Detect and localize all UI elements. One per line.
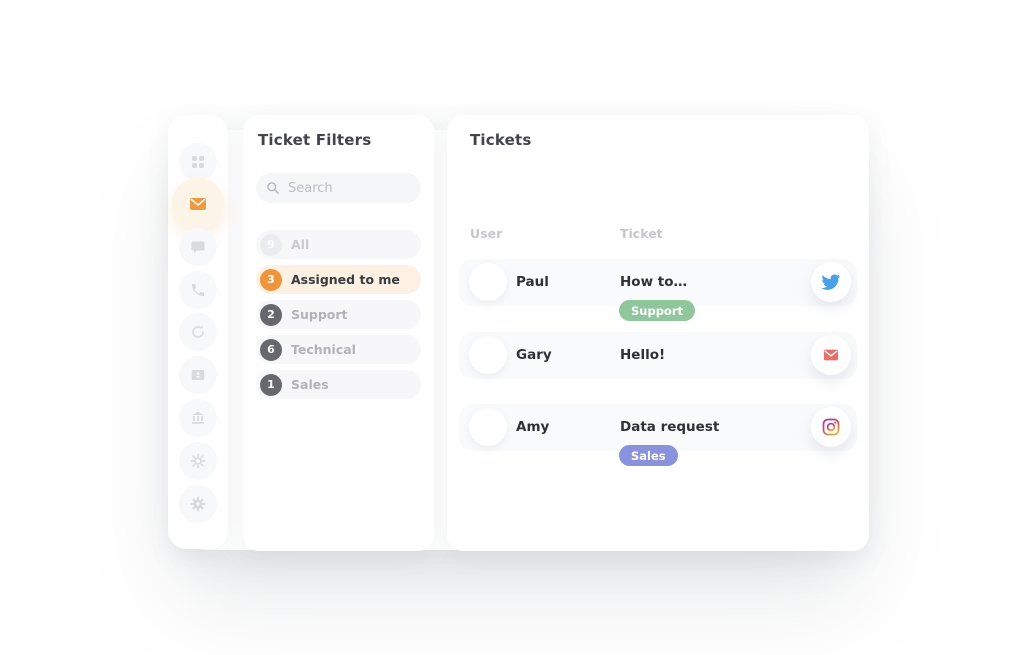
filter-label: Sales: [291, 377, 329, 392]
mail-icon: [190, 198, 206, 210]
sidebar-item-sync[interactable]: [179, 313, 217, 351]
avatar: [469, 408, 507, 446]
filter-count-badge: 2: [260, 303, 282, 326]
ticket-row-gary[interactable]: Gary Hello!: [459, 332, 857, 379]
instagram-icon: [822, 418, 840, 436]
sidebar-item-organization[interactable]: [179, 399, 217, 437]
sidebar-item-inbox[interactable]: [172, 178, 224, 230]
filter-count-badge: 1: [260, 373, 282, 396]
ticket-user: Amy: [516, 419, 550, 435]
filter-item-assigned-to-me[interactable]: 3 Assigned to me: [256, 265, 421, 294]
ticket-subject: Data request: [620, 419, 720, 435]
search-icon: [267, 182, 279, 194]
filter-label: Assigned to me: [291, 272, 400, 287]
sidebar-item-dashboard[interactable]: [179, 143, 217, 181]
sidebar-item-settings[interactable]: [179, 442, 217, 480]
filter-item-all[interactable]: 9 All: [256, 230, 421, 259]
sidebar-item-chat[interactable]: [179, 228, 217, 266]
channel-badge: [811, 262, 851, 302]
column-header-ticket: Ticket: [620, 226, 663, 241]
grid-icon: [192, 156, 204, 168]
channel-badge: [811, 407, 851, 447]
sidebar-item-calls[interactable]: [179, 271, 217, 309]
email-icon: [823, 349, 839, 361]
search-input[interactable]: [288, 180, 398, 196]
contact-card-icon: [191, 370, 205, 380]
gear-solid-icon: [190, 496, 206, 512]
filters-panel-title: Ticket Filters: [258, 131, 372, 149]
filter-label: All: [291, 237, 310, 252]
bank-icon: [192, 411, 204, 424]
sidebar-item-contacts[interactable]: [179, 356, 217, 394]
column-header-user: User: [470, 226, 503, 241]
search-box[interactable]: [256, 173, 421, 203]
ticket-tag-support: Support: [619, 300, 696, 321]
refresh-icon: [192, 325, 204, 338]
sidebar-item-preferences[interactable]: [179, 485, 217, 523]
ticket-tag-sales: Sales: [619, 445, 678, 466]
filter-item-sales[interactable]: 1 Sales: [256, 370, 421, 399]
tickets-panel-title: Tickets: [470, 131, 532, 149]
ticket-filters-panel: Ticket Filters 9 All 3 Assigned to me 2 …: [243, 115, 434, 551]
filter-item-support[interactable]: 2 Support: [256, 300, 421, 329]
ticket-user: Paul: [516, 274, 549, 290]
filter-item-technical[interactable]: 6 Technical: [256, 335, 421, 364]
avatar: [469, 336, 507, 374]
avatar: [469, 263, 507, 301]
ticket-row-amy[interactable]: Amy Data request Sales: [459, 404, 857, 466]
phone-icon: [192, 284, 204, 296]
filter-label: Technical: [291, 342, 356, 357]
ticket-subject: Hello!: [620, 347, 666, 363]
icon-sidebar: [168, 115, 228, 549]
filter-label: Support: [291, 307, 348, 322]
gear-icon: [190, 453, 206, 469]
chat-icon: [191, 241, 205, 254]
filter-count-badge: 6: [260, 338, 282, 361]
filter-count-badge: 3: [260, 268, 282, 291]
twitter-icon: [821, 274, 841, 290]
filter-count-badge: 9: [260, 233, 282, 256]
tickets-panel: Tickets User Ticket Paul How to… Support…: [447, 115, 869, 551]
ticket-subject: How to…: [620, 274, 687, 290]
channel-badge: [811, 335, 851, 375]
ticket-user: Gary: [516, 347, 552, 363]
ticket-row-paul[interactable]: Paul How to… Support: [459, 259, 857, 321]
